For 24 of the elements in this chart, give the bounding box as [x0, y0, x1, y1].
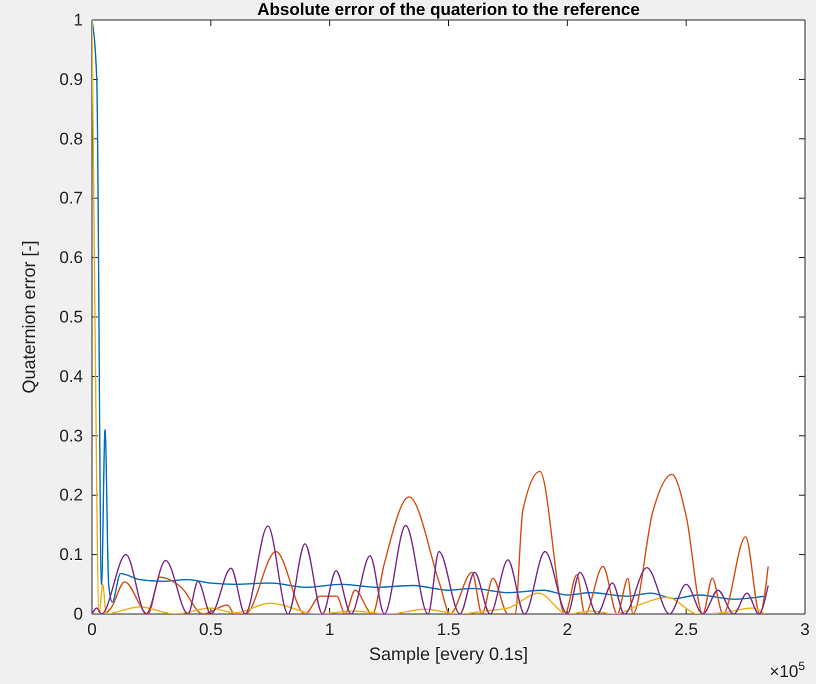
x-tick-label: 0.5	[199, 620, 223, 640]
line-series	[92, 524, 769, 614]
y-tick-label: 0.3	[59, 426, 83, 446]
y-tick-label: 0.2	[59, 486, 83, 505]
x-tick-label: 0	[87, 620, 97, 640]
y-tick-label: 0.1	[59, 545, 83, 564]
chart-title: Absolute error of the quaterion to the reference	[257, 0, 640, 19]
y-tick-label: 0.6	[59, 248, 83, 268]
text: ×10$^{5}$	[769, 659, 806, 681]
x-tick-label: 2	[562, 620, 572, 640]
x-tick-label: 3	[800, 620, 810, 640]
y-axis-title: Quaternion error [-]	[19, 240, 39, 394]
line-series	[92, 470, 769, 614]
y-tick-label: 0	[74, 604, 83, 624]
y-tick-label: 0.7	[59, 188, 83, 208]
y-tick-label: 0.8	[59, 129, 83, 148]
y-tick-label: 0.5	[59, 307, 83, 326]
x-axis-title: Sample [every 0.1s]	[368, 644, 528, 664]
y-tick-label: 0.9	[59, 70, 83, 89]
x-tick-label: 1.5	[436, 620, 460, 640]
x-tick-label: 1	[324, 620, 334, 640]
y-tick-label: 1	[74, 10, 83, 30]
y-tick-label: 0.4	[59, 366, 83, 386]
x-tick-label: 2.5	[674, 620, 698, 640]
